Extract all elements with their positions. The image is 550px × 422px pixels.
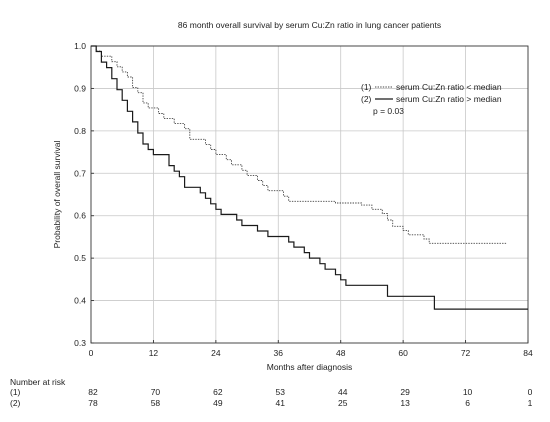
x-tick-label: 72: [461, 348, 471, 358]
legend-key-2: (2): [361, 94, 372, 104]
risk-count: 58: [151, 398, 161, 408]
y-axis-label: Probability of overall survival: [52, 141, 62, 249]
risk-count: 70: [151, 387, 161, 397]
legend: (1) serum Cu:Zn ratio < median (2) serum…: [361, 82, 502, 116]
number-at-risk-title: Number at risk: [10, 377, 66, 387]
x-tick-label: 84: [523, 348, 533, 358]
legend-label-2: serum Cu:Zn ratio > median: [396, 94, 502, 104]
risk-count: 49: [213, 398, 223, 408]
y-tick-label: 0.4: [74, 296, 86, 306]
x-tick-label: 0: [89, 348, 94, 358]
x-tick-label: 24: [211, 348, 221, 358]
legend-key-1: (1): [361, 82, 372, 92]
x-tick-label: 36: [274, 348, 284, 358]
risk-count: 0: [528, 387, 533, 397]
y-tick-label: 0.3: [74, 338, 86, 348]
legend-label-1: serum Cu:Zn ratio < median: [396, 82, 502, 92]
risk-count: 82: [88, 387, 98, 397]
risk-count: 25: [338, 398, 348, 408]
risk-row-label: (1): [10, 387, 21, 397]
y-tick-label: 0.6: [74, 211, 86, 221]
chart-title: 86 month overall survival by serum Cu:Zn…: [178, 20, 441, 30]
risk-count: 62: [213, 387, 223, 397]
y-tick-label: 0.9: [74, 83, 86, 93]
risk-count: 44: [338, 387, 348, 397]
x-tick-label: 48: [336, 348, 346, 358]
risk-count: 10: [463, 387, 473, 397]
survival-curve-1: [91, 45, 508, 244]
survival-curve-2: [91, 45, 528, 310]
risk-count: 41: [276, 398, 286, 408]
risk-row-label: (2): [10, 398, 21, 408]
number-at-risk-table: Number at risk (1) 82 70 62 53 44 29 10 0 (2) 78 58…: [10, 377, 533, 408]
x-tick-label: 12: [149, 348, 159, 358]
x-axis-label: Months after diagnosis: [267, 362, 353, 372]
risk-count: 6: [465, 398, 470, 408]
y-tick-label: 1.0: [74, 41, 86, 51]
y-tick-label: 0.5: [74, 253, 86, 263]
risk-count: 53: [276, 387, 286, 397]
risk-count: 1: [528, 398, 533, 408]
risk-count: 13: [400, 398, 410, 408]
plot-frame: [90, 45, 529, 344]
survival-curves: [91, 45, 528, 310]
p-value-annotation: p = 0.03: [373, 106, 404, 116]
grid: [91, 46, 528, 343]
y-tick-label: 0.7: [74, 168, 86, 178]
risk-count: 78: [88, 398, 98, 408]
x-tick-label: 60: [398, 348, 408, 358]
x-axis-ticks: 0 12 24 36 48 60 72 84: [89, 340, 533, 358]
y-tick-label: 0.8: [74, 126, 86, 136]
risk-count: 29: [400, 387, 410, 397]
